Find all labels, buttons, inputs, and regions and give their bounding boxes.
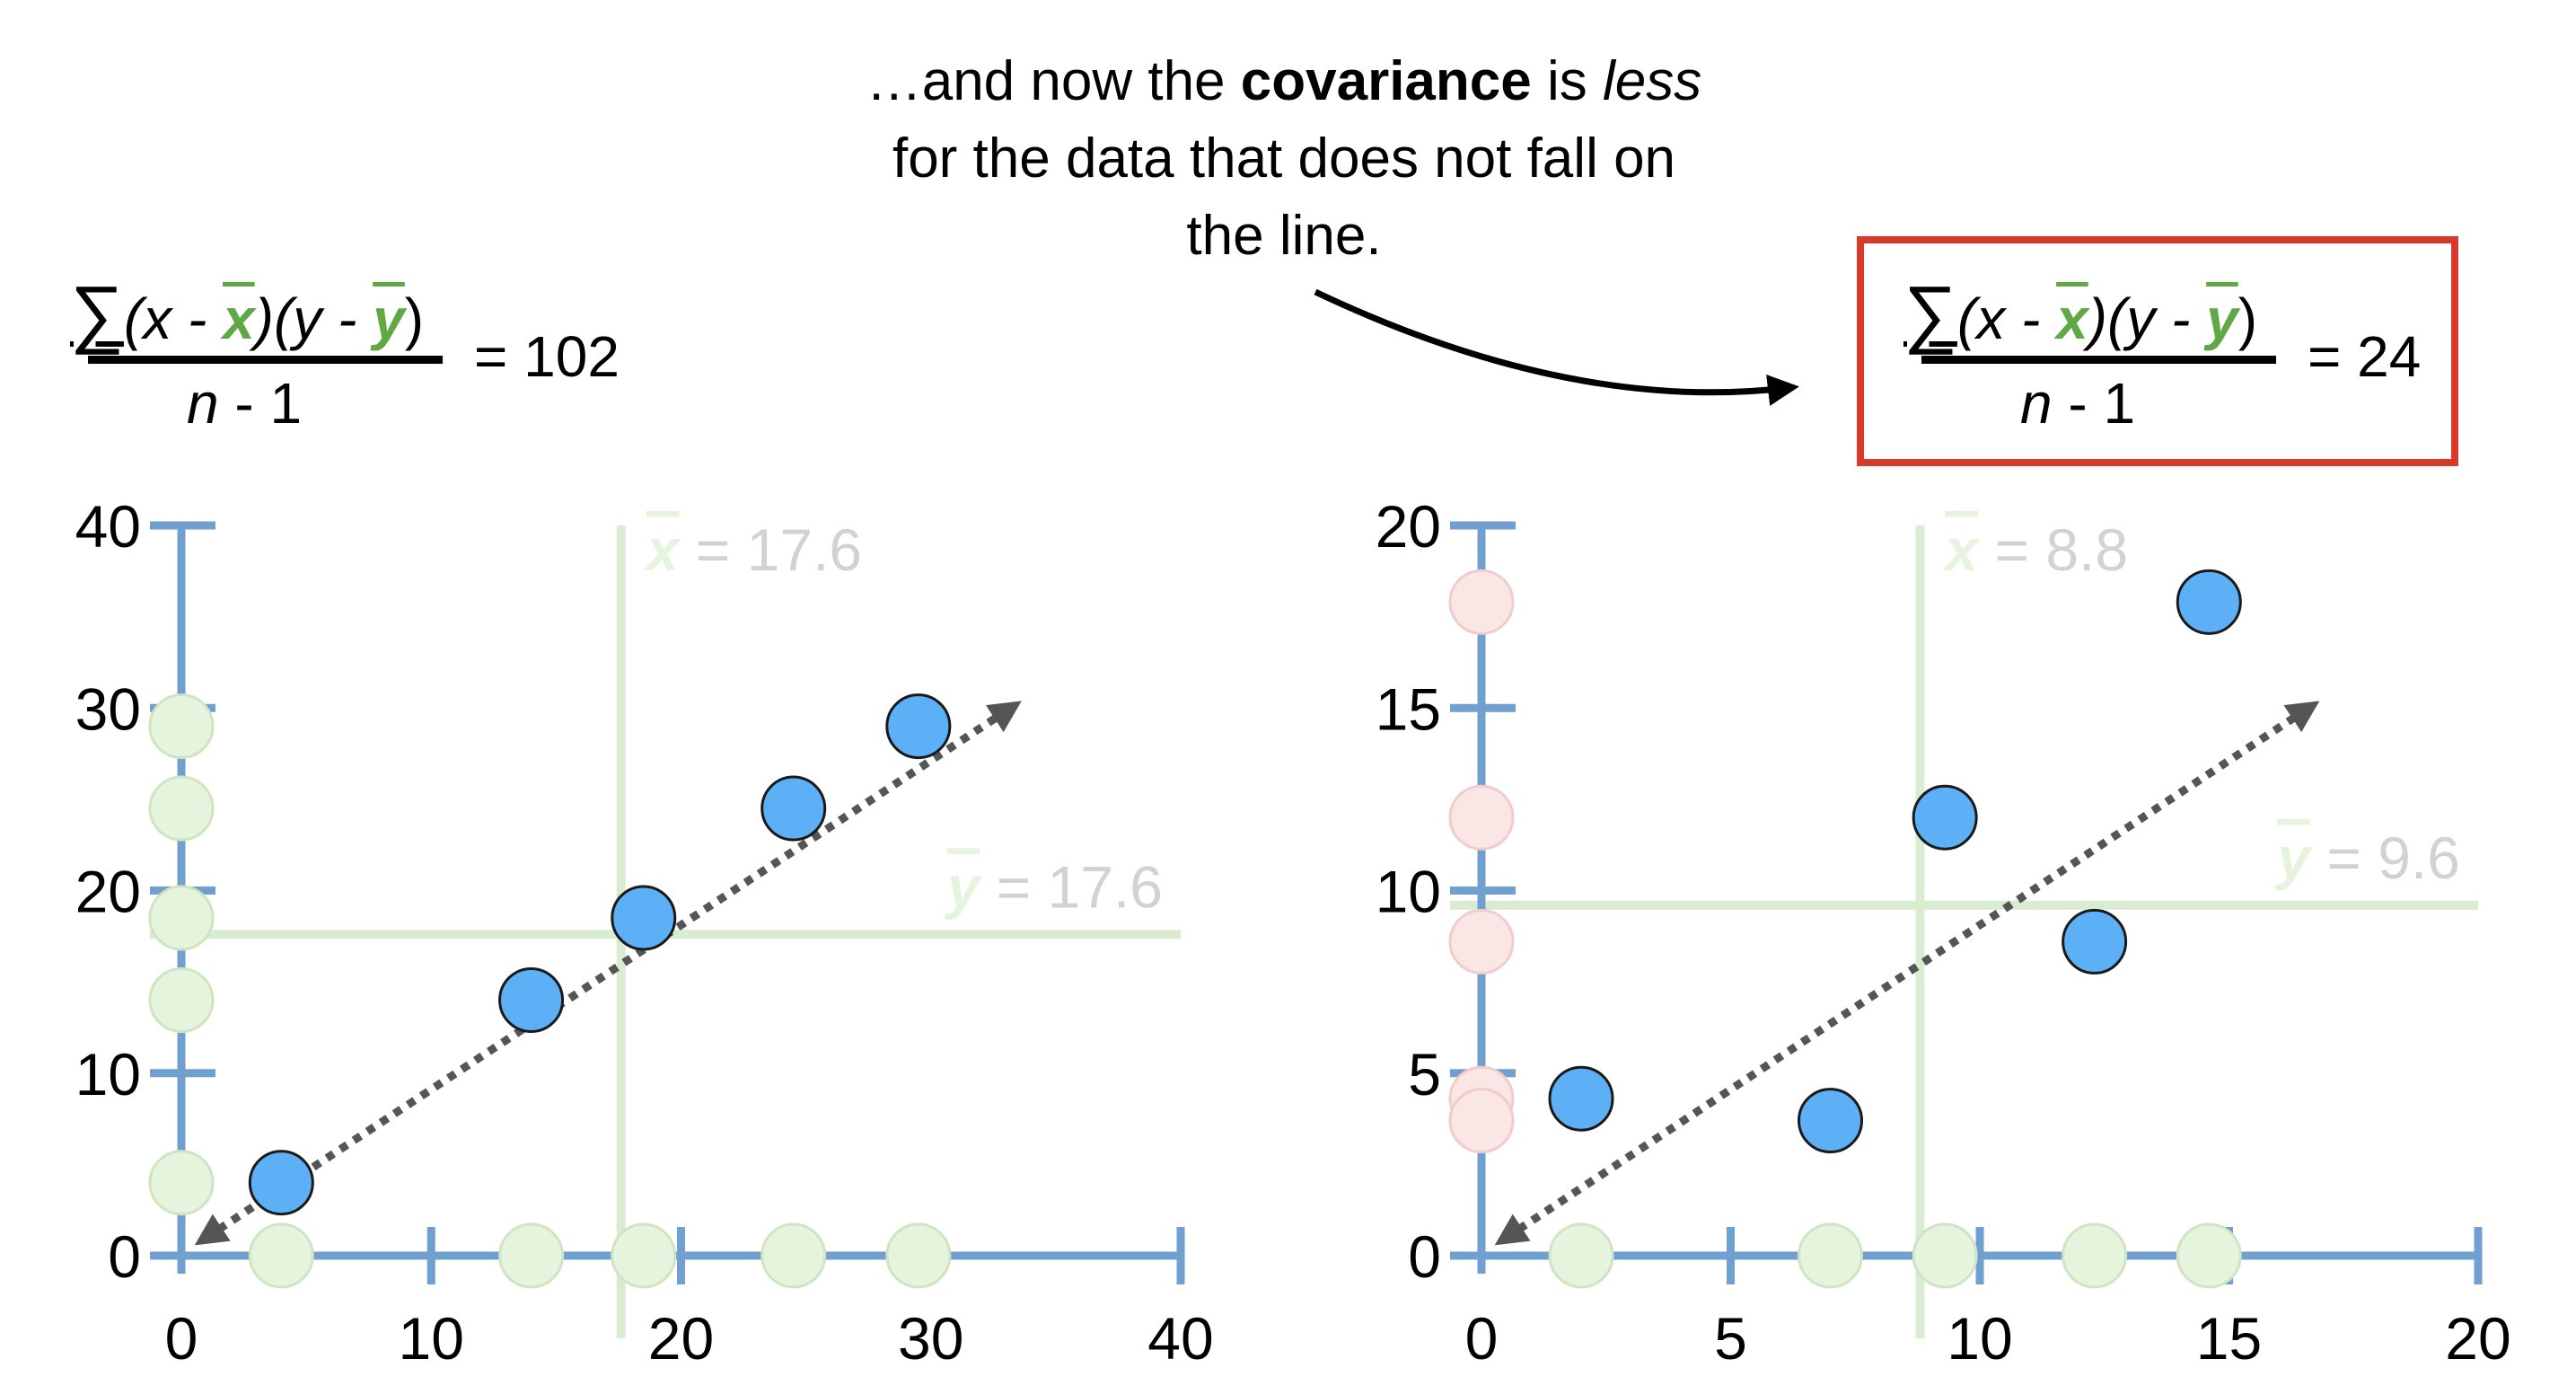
y-projection-point [148, 885, 215, 951]
y-mean-label: y = 9.6 [2274, 825, 2460, 891]
x-mean-label: x = 8.8 [1942, 516, 2128, 583]
formula-right-numerator: ∑(x - x)(y - y) [1903, 270, 2258, 355]
x-projection-point [760, 1222, 827, 1289]
y-projection-point [1448, 784, 1515, 851]
formula-left-denominator: n - 1 [187, 371, 303, 436]
highlight-box [1857, 236, 2458, 466]
y-projection-point [148, 693, 215, 760]
y-tick-label: 10 [1376, 859, 1441, 925]
x-projection-point [1912, 1222, 1978, 1289]
x-projection-point [498, 1222, 565, 1289]
annotation-line-1: …and now the covariance is less [866, 50, 1702, 112]
annotation-text: …and now the covariance is less for the … [557, 43, 2011, 275]
x-projection-point [248, 1222, 314, 1289]
data-point [498, 966, 565, 1033]
data-point [611, 885, 677, 951]
formula-left-numerator: ∑(x - x)(y - y) [70, 270, 425, 355]
y-bar-symbol: y [945, 853, 983, 920]
x-tick-label: 0 [165, 1305, 198, 1372]
annotation-curved-arrow [1314, 288, 1799, 406]
x-tick-label: 30 [898, 1305, 963, 1372]
trend-arrow-line [1494, 701, 2320, 1246]
x-tick-label: 15 [2196, 1305, 2262, 1372]
data-point [1912, 784, 1978, 851]
y-tick-label: 5 [1408, 1041, 1441, 1107]
x-tick-label: 40 [1147, 1305, 1213, 1372]
y-tick-label: 40 [75, 493, 141, 560]
x-tick-label: 0 [1465, 1305, 1499, 1372]
y-tick-label: 0 [1408, 1223, 1441, 1290]
y-mean-label: y = 17.6 [945, 853, 1163, 920]
data-point [1548, 1065, 1614, 1132]
x-projection-point [1798, 1222, 1863, 1289]
annotation-line-3: the line. [1186, 205, 1382, 267]
x-mean-value: = 17.6 [679, 516, 862, 583]
x-projection-point [2176, 1222, 2242, 1289]
y-tick-label: 15 [1376, 675, 1441, 742]
formula-left: ∑(x - x)(y - y) n - 1 = 102 [70, 269, 699, 449]
x-tick-label: 20 [648, 1305, 714, 1372]
formula-right-fraction-bar [1921, 356, 2276, 364]
formula-right-result: = 24 [2308, 324, 2422, 389]
x-tick-label: 20 [2445, 1305, 2510, 1372]
trend-arrow-line [194, 701, 1022, 1246]
data-point [885, 693, 952, 760]
y-projection-point [1448, 908, 1515, 975]
data-point [760, 775, 827, 842]
y-tick-label: 30 [75, 675, 141, 742]
y-tick-label: 0 [108, 1223, 141, 1290]
y-projection-point [1448, 1088, 1515, 1154]
data-point [2062, 908, 2128, 975]
formula-left-result: = 102 [474, 324, 620, 389]
formula-right-denominator: n - 1 [2020, 371, 2136, 436]
y-projection-point [148, 966, 215, 1033]
formula-left-fraction-bar [88, 356, 443, 364]
scatter-chart-right: 0 5 10 15 20 0 5 10 15 20 x = 8.8 y = 9.6 [1376, 493, 2511, 1372]
x-mean-label: x = 17.6 [644, 516, 862, 583]
data-point [248, 1150, 314, 1216]
x-tick-label: 10 [1947, 1305, 2012, 1372]
y-tick-label: 10 [75, 1041, 141, 1107]
y-mean-value: = 17.6 [980, 853, 1163, 920]
x-bar-symbol: x [644, 516, 681, 583]
y-tick-label: 20 [75, 859, 141, 925]
x-mean-value: = 8.8 [1978, 516, 2128, 583]
y-projection-point [1448, 569, 1515, 635]
x-projection-point [2062, 1222, 2128, 1289]
data-point [1798, 1088, 1863, 1154]
x-tick-label: 5 [1714, 1305, 1747, 1372]
annotation-line-2: for the data that does not fall on [892, 128, 1676, 190]
y-tick-label: 20 [1376, 493, 1441, 560]
y-projection-point [148, 1150, 215, 1216]
x-projection-point [611, 1222, 677, 1289]
y-mean-value: = 9.6 [2310, 825, 2460, 891]
x-tick-label: 10 [399, 1305, 464, 1372]
y-projection-point [148, 775, 215, 842]
x-projection-point [885, 1222, 952, 1289]
y-bar-symbol: y [2274, 825, 2313, 891]
x-bar-symbol: x [1942, 516, 1980, 583]
x-projection-point [1548, 1222, 1614, 1289]
formula-right: ∑(x - x)(y - y) n - 1 = 24 [1903, 269, 2460, 449]
data-point [2176, 569, 2242, 635]
